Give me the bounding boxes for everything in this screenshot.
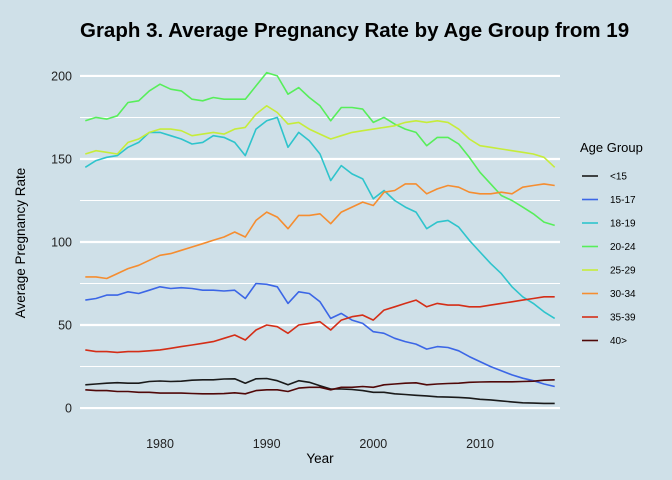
series-line-25-29 bbox=[85, 105, 556, 168]
y-tick-label: 150 bbox=[51, 152, 72, 166]
legend-label-35-39: 35-39 bbox=[610, 313, 636, 324]
legend: Age Group <15 15-17 18-19 20-24 25-29 30-34 35… bbox=[580, 140, 643, 347]
legend-label-18-19: 18-19 bbox=[610, 219, 636, 230]
x-tick-label: 2010 bbox=[466, 437, 494, 451]
x-axis-ticks: 1980 1990 2000 2010 bbox=[146, 437, 494, 451]
y-tick-label: 50 bbox=[58, 319, 72, 333]
y-tick-label: 0 bbox=[65, 402, 72, 416]
legend-label-25-29: 25-29 bbox=[610, 266, 636, 277]
x-tick-label: 1990 bbox=[253, 437, 281, 451]
chart-title: Graph 3. Average Pregnancy Rate by Age G… bbox=[80, 19, 629, 42]
y-axis-label: Average Pregnancy Rate bbox=[13, 168, 28, 319]
series-line-18-19 bbox=[84, 116, 556, 320]
y-axis-ticks: 0 50 100 150 200 bbox=[51, 69, 72, 415]
legend-label-15-17: 15-17 bbox=[610, 195, 636, 206]
x-tick-label: 1980 bbox=[146, 437, 174, 451]
series-line-20-24 bbox=[85, 71, 555, 227]
legend-label-<15: <15 bbox=[610, 172, 627, 183]
y-tick-label: 100 bbox=[51, 236, 72, 250]
series-line-<15 bbox=[85, 377, 555, 405]
legend-label-20-24: 20-24 bbox=[610, 242, 636, 253]
legend-items: <15 15-17 18-19 20-24 25-29 30-34 35-39 40> bbox=[582, 172, 636, 347]
legend-title: Age Group bbox=[580, 140, 643, 155]
legend-label-40>: 40> bbox=[610, 336, 627, 347]
x-tick-label: 2000 bbox=[359, 437, 387, 451]
series-line-40> bbox=[85, 379, 555, 395]
gridlines bbox=[80, 74, 560, 410]
x-axis-label: Year bbox=[306, 451, 334, 466]
series-line-35-39 bbox=[85, 295, 555, 354]
series-line-15-17 bbox=[85, 282, 555, 388]
legend-label-30-34: 30-34 bbox=[610, 289, 636, 300]
series-line-30-34 bbox=[85, 183, 555, 280]
y-tick-label: 200 bbox=[51, 69, 72, 83]
series-lines bbox=[84, 71, 556, 405]
